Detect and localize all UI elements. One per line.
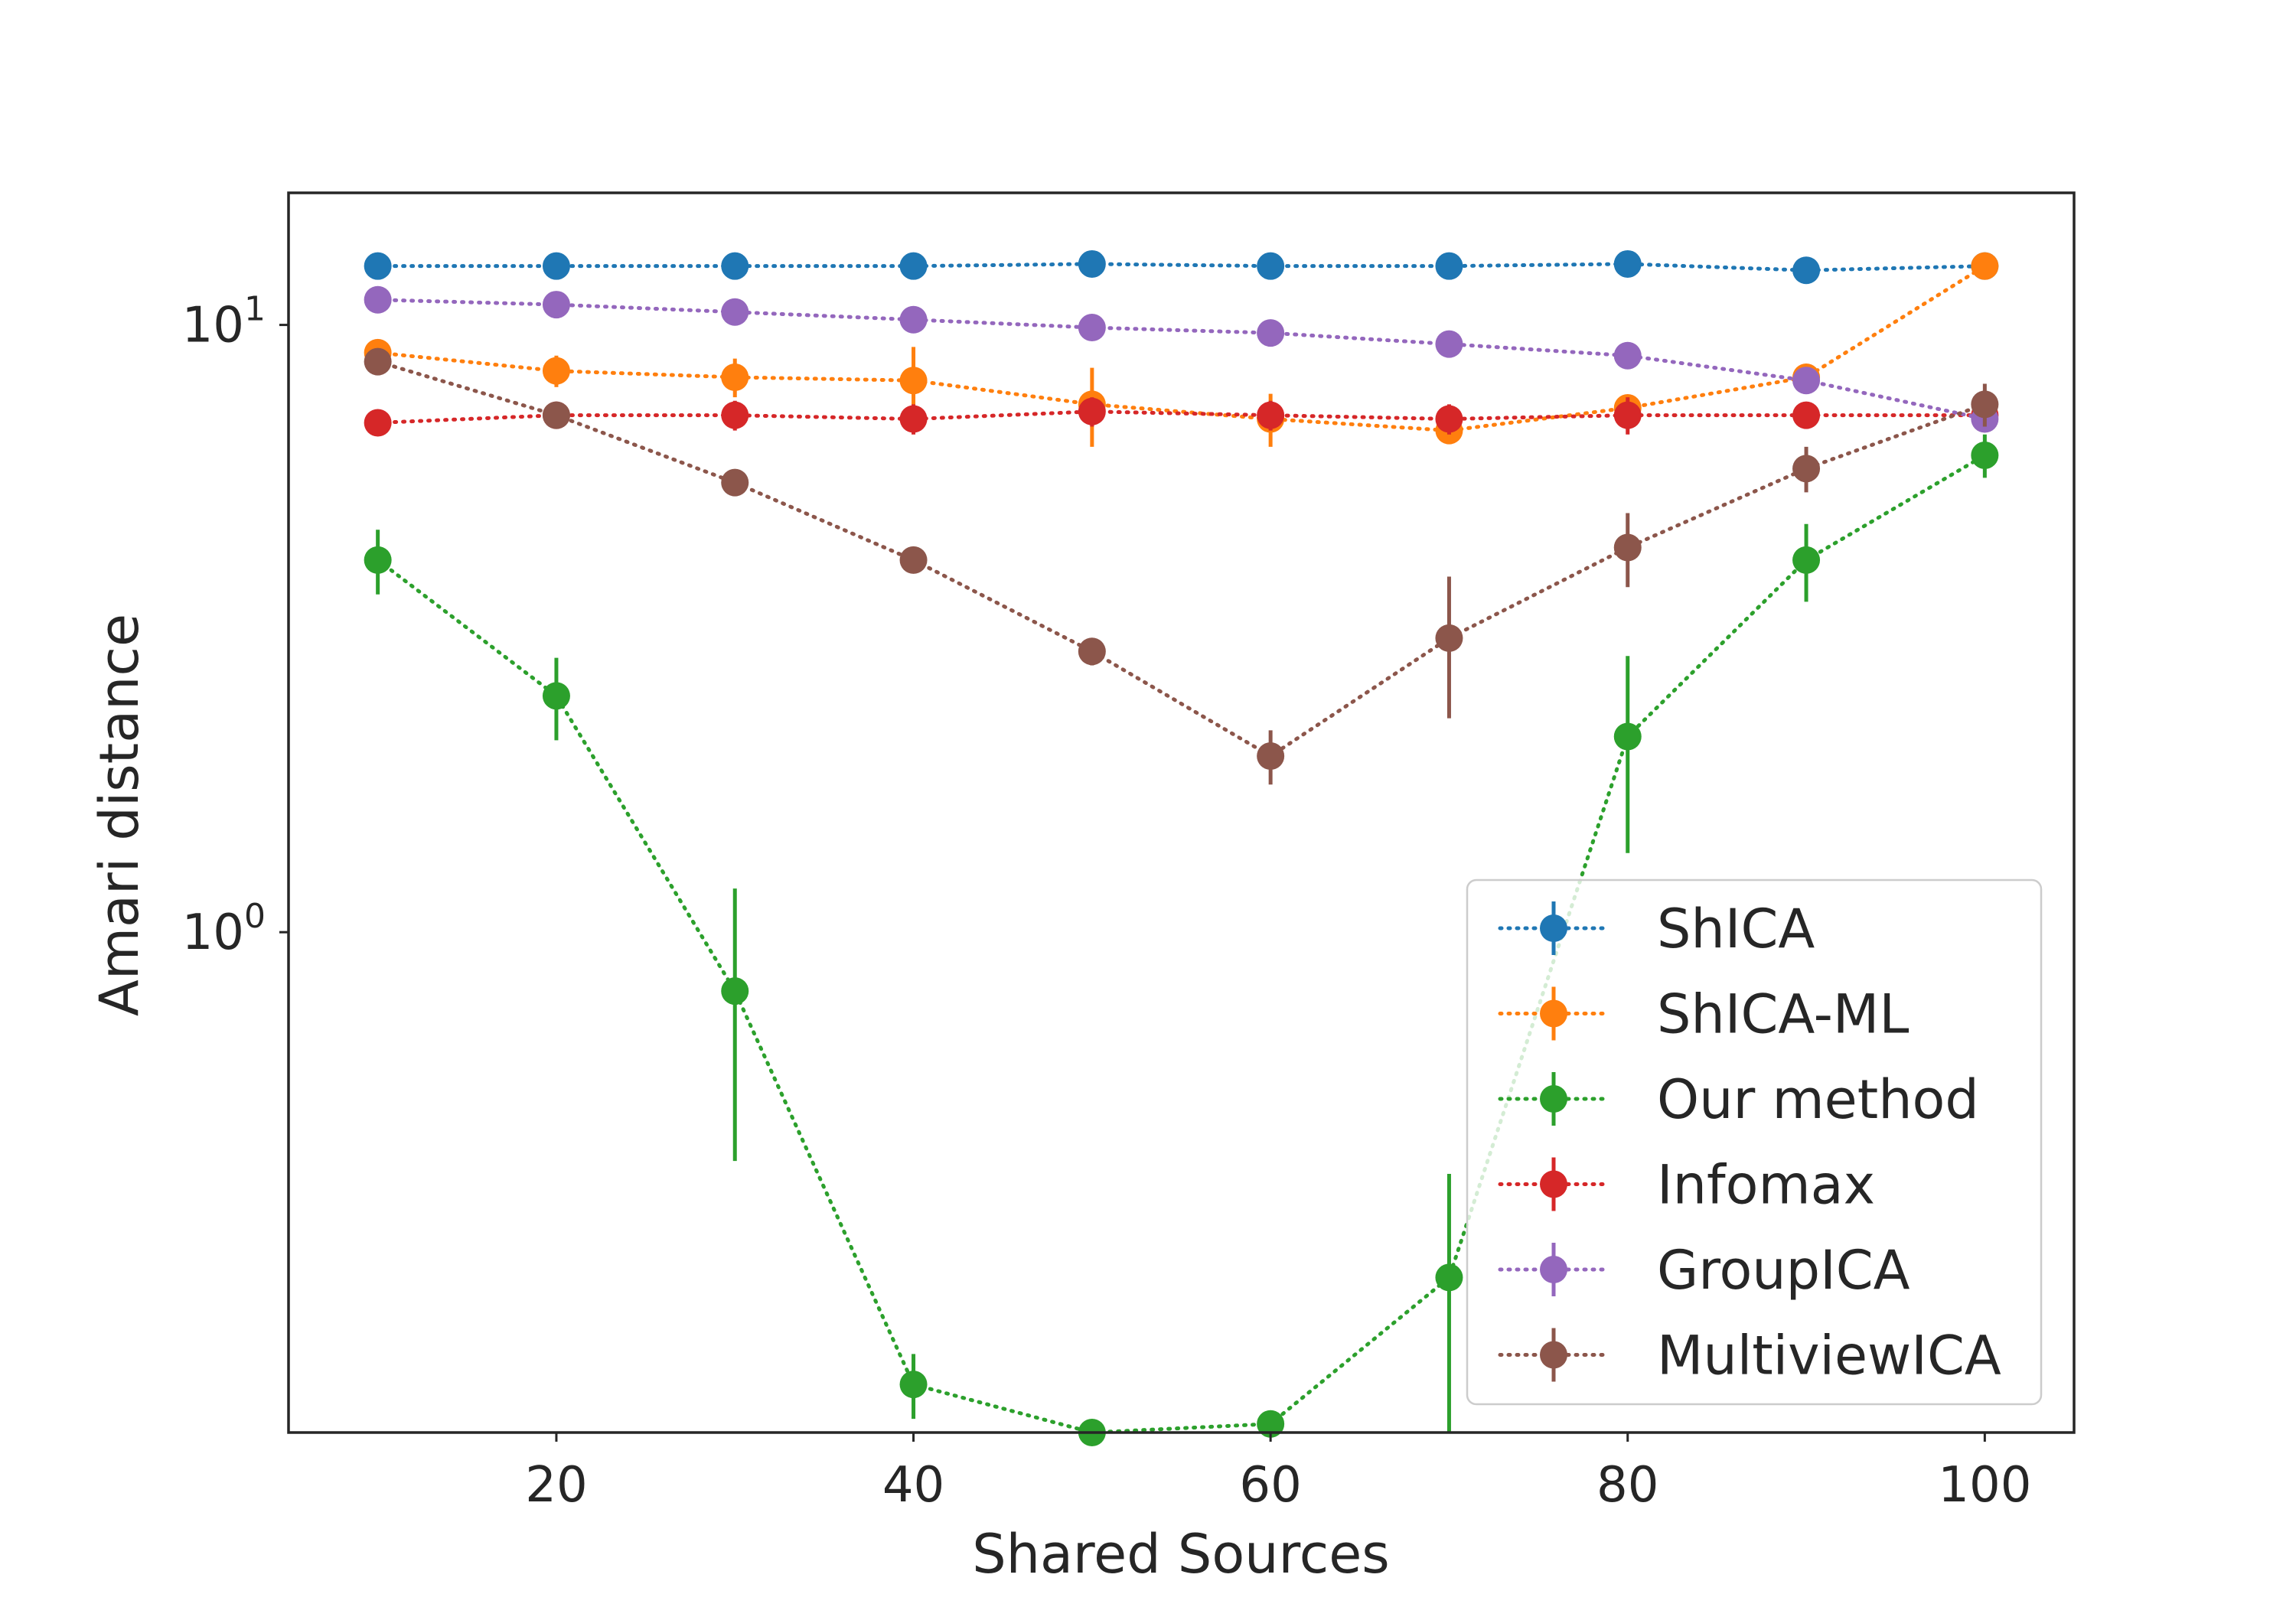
data-point: [1613, 533, 1642, 562]
data-point: [1435, 330, 1463, 358]
data-point: [1971, 390, 1999, 419]
legend-item: ShICA: [1498, 898, 1815, 960]
data-point: [542, 291, 570, 319]
data-point: [1792, 455, 1821, 483]
data-point: [899, 1371, 928, 1399]
legend-item: MultiviewICA: [1498, 1325, 2001, 1387]
series-line: [376, 264, 1987, 433]
data-point: [1078, 397, 1106, 425]
data-point: [1792, 546, 1821, 574]
data-point: [1435, 624, 1463, 652]
legend-box: [1466, 878, 2043, 1406]
data-point: [364, 285, 392, 314]
data-point: [721, 298, 749, 326]
legend-label: Our method: [1657, 1068, 1979, 1131]
data-point: [542, 252, 570, 280]
series-line: [376, 360, 1987, 758]
data-point: [721, 468, 749, 497]
data-point: [1257, 401, 1285, 429]
data-point: [899, 367, 928, 395]
legend-label: GroupICA: [1657, 1239, 1910, 1302]
data-point: [1613, 401, 1642, 429]
data-point: [899, 252, 928, 280]
y-axis-label: Amari distance: [88, 614, 151, 1016]
legend-item: ShICA-ML: [1498, 983, 1909, 1046]
legend-marker: [1540, 1170, 1567, 1198]
series-multiviewica: [364, 347, 1999, 785]
data-point: [1257, 1410, 1285, 1438]
legend-label: MultiviewICA: [1657, 1325, 2001, 1387]
x-axis-ticks: 20 40 60 80 100: [525, 1433, 2031, 1514]
x-tick-label: 40: [882, 1457, 944, 1514]
data-point: [364, 252, 392, 280]
series-infomax: [364, 397, 1999, 437]
data-point: [364, 409, 392, 437]
data-point: [721, 977, 749, 1006]
data-point: [1257, 252, 1285, 280]
y-tick-label: 101: [182, 290, 266, 354]
series-line: [376, 409, 1987, 425]
legend-item: Our method: [1498, 1068, 1979, 1131]
legend-marker: [1540, 999, 1567, 1028]
data-point: [542, 357, 570, 385]
data-point: [1257, 742, 1285, 771]
data-point: [899, 546, 928, 574]
data-point: [1078, 249, 1106, 278]
legend-label: ShICA: [1657, 898, 1815, 960]
x-tick-label: 20: [525, 1457, 587, 1514]
series-layer: [364, 249, 1999, 1446]
plot-frame: [287, 191, 2076, 1434]
data-point: [1078, 637, 1106, 666]
y-tick-label: 100: [182, 897, 266, 961]
legend-item: Infomax: [1498, 1154, 1875, 1217]
legend-marker: [1540, 1256, 1567, 1283]
data-point: [1792, 367, 1821, 395]
x-axis-label: Shared Sources: [972, 1523, 1390, 1586]
data-point: [364, 546, 392, 574]
legend-label: ShICA-ML: [1657, 983, 1909, 1046]
data-point: [1613, 341, 1642, 370]
data-point: [1613, 249, 1642, 278]
data-point: [1435, 405, 1463, 433]
data-point: [1792, 256, 1821, 285]
data-point: [721, 401, 749, 429]
data-point: [1613, 722, 1642, 751]
x-tick-label: 60: [1239, 1457, 1301, 1514]
series-line: [376, 262, 1987, 272]
data-point: [1971, 252, 1999, 280]
legend-label: Infomax: [1657, 1154, 1875, 1217]
data-point: [721, 252, 749, 280]
data-point: [721, 363, 749, 391]
legend-marker: [1540, 1085, 1567, 1113]
legend-item: GroupICA: [1498, 1239, 1910, 1302]
x-tick-label: 100: [1938, 1457, 2031, 1514]
legend: ShICA ShICA-ML Our method Infomax GroupICA Mu…: [1466, 878, 2043, 1406]
data-point: [542, 401, 570, 429]
series-line: [376, 453, 1987, 1435]
series-line: [376, 298, 1987, 422]
data-point: [1078, 314, 1106, 342]
y-axis-ticks: 100 101: [182, 290, 289, 961]
data-point: [1435, 252, 1463, 280]
data-point: [899, 305, 928, 334]
data-point: [1971, 441, 1999, 469]
data-point: [1792, 401, 1821, 429]
data-point: [1435, 1263, 1463, 1292]
x-tick-label: 80: [1596, 1457, 1658, 1514]
series-our-method: [364, 434, 1999, 1446]
legend-marker: [1540, 914, 1567, 942]
data-point: [899, 405, 928, 433]
legend-marker: [1540, 1341, 1567, 1369]
data-point: [542, 682, 570, 710]
data-point: [364, 347, 392, 376]
data-point: [1257, 319, 1285, 347]
